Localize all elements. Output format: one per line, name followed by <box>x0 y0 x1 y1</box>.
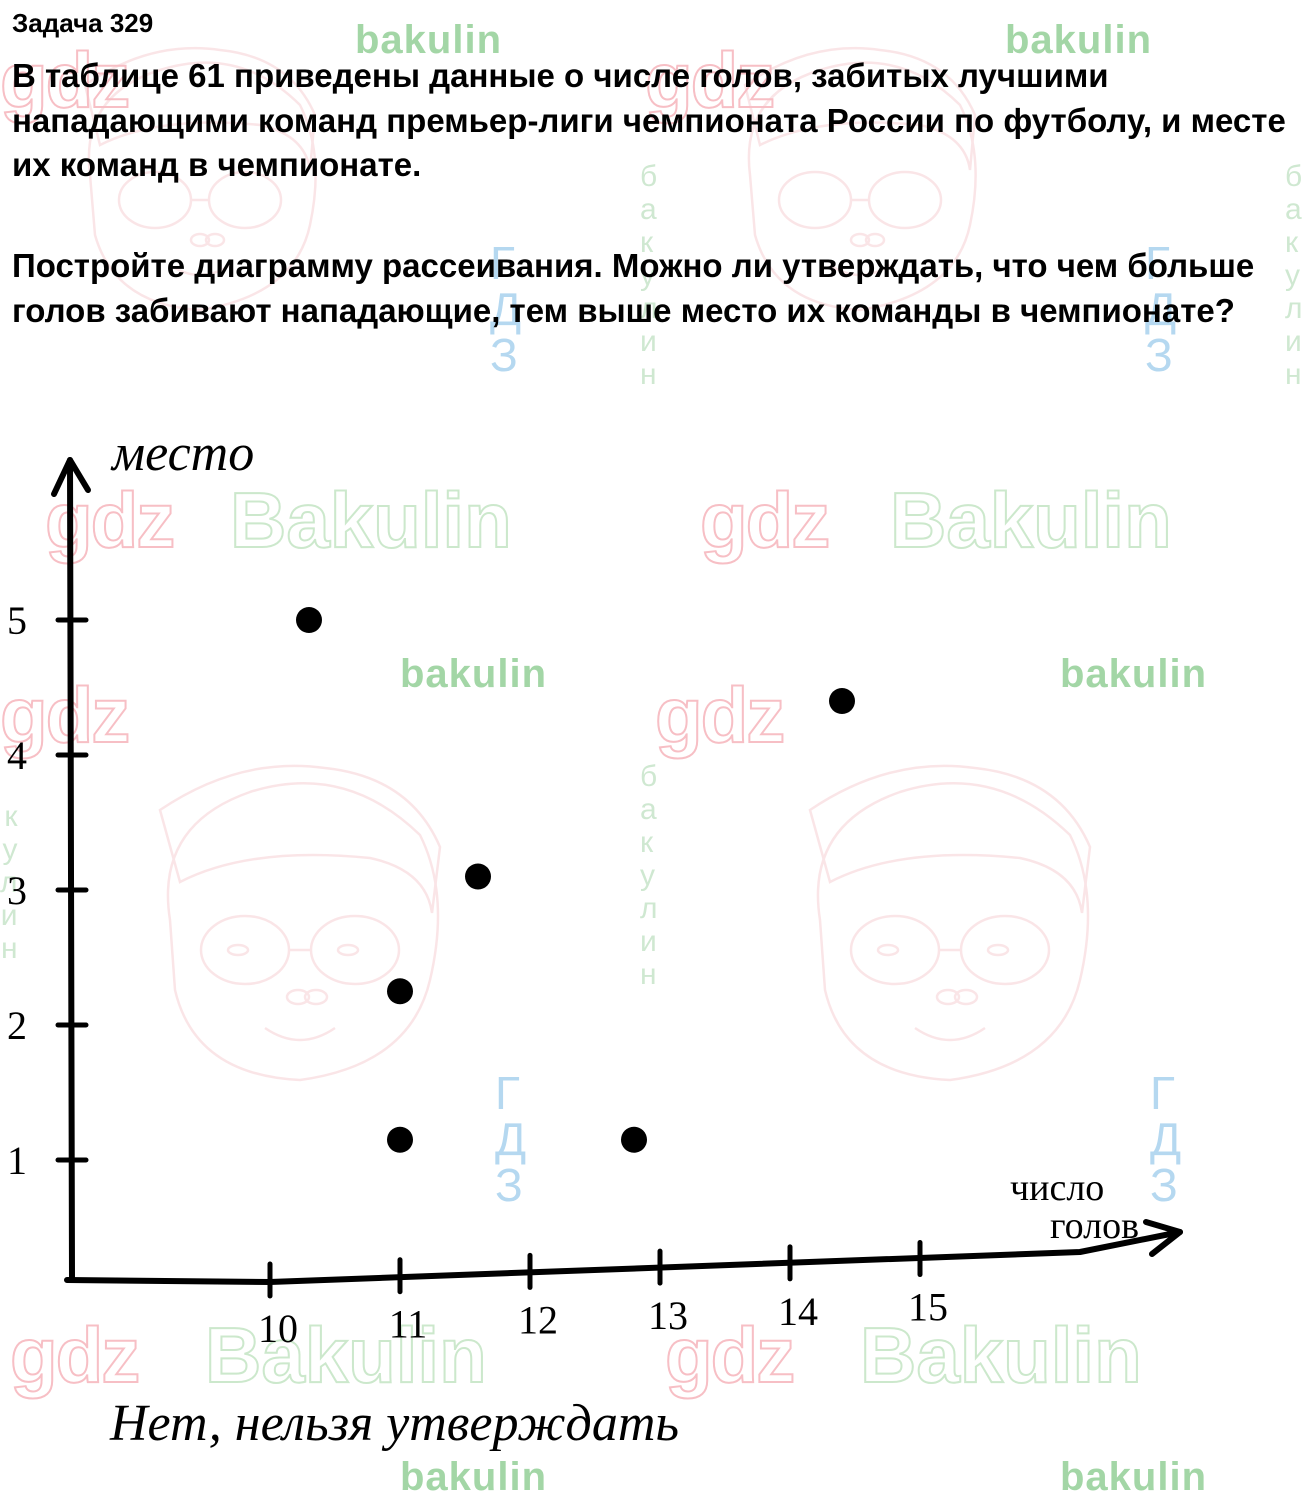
svg-text:5: 5 <box>7 598 27 643</box>
svg-text:число: число <box>1010 1167 1104 1209</box>
svg-text:10: 10 <box>258 1306 298 1351</box>
problem-question: Постройте диаграмму рассеивания. Можно л… <box>12 244 1292 333</box>
svg-text:11: 11 <box>389 1302 428 1347</box>
svg-text:Нет, нельзя утверждать: Нет, нельзя утверждать <box>109 1395 679 1452</box>
svg-text:15: 15 <box>908 1285 948 1330</box>
svg-text:4: 4 <box>7 733 27 778</box>
svg-text:голов: голов <box>1050 1205 1139 1247</box>
problem-statement: В таблице 61 приведены данные о числе го… <box>12 54 1292 188</box>
svg-text:13: 13 <box>648 1293 688 1338</box>
problem-number: Задача 329 <box>12 8 153 39</box>
svg-text:12: 12 <box>518 1297 558 1342</box>
svg-text:1: 1 <box>7 1138 27 1183</box>
svg-text:2: 2 <box>7 1003 27 1048</box>
svg-text:14: 14 <box>778 1289 818 1334</box>
svg-text:место: место <box>110 425 254 482</box>
scatter-chart: месточислоголов12345101112131415Нет, нел… <box>0 410 1304 1496</box>
svg-text:3: 3 <box>7 868 27 913</box>
